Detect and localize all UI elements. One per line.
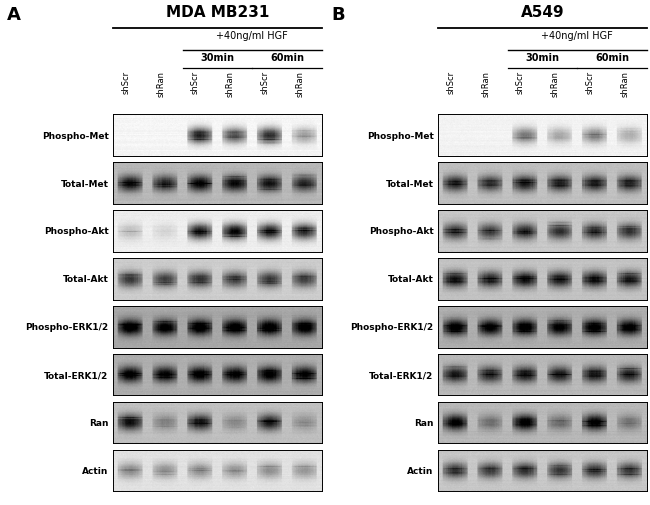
Text: shRan: shRan <box>551 71 560 96</box>
Text: shScr: shScr <box>586 71 595 94</box>
Text: +40ng/ml HGF: +40ng/ml HGF <box>541 31 613 41</box>
Text: Ran: Ran <box>414 418 434 427</box>
Text: Total-Akt: Total-Akt <box>62 275 109 284</box>
Text: Actin: Actin <box>407 466 434 475</box>
Text: Total-Akt: Total-Akt <box>387 275 434 284</box>
Text: 60min: 60min <box>595 53 629 63</box>
Text: shScr: shScr <box>516 71 525 94</box>
Text: shRan: shRan <box>481 71 490 96</box>
Text: Actin: Actin <box>82 466 109 475</box>
Text: A: A <box>6 6 20 24</box>
Text: Phospho-ERK1/2: Phospho-ERK1/2 <box>25 323 109 332</box>
Text: A549: A549 <box>521 5 564 20</box>
Text: shRan: shRan <box>156 71 165 96</box>
Text: Phospho-Met: Phospho-Met <box>367 131 434 140</box>
Text: shRan: shRan <box>295 71 304 96</box>
Text: Phospho-Met: Phospho-Met <box>42 131 109 140</box>
Text: MDA MB231: MDA MB231 <box>166 5 269 20</box>
Text: shRan: shRan <box>226 71 235 96</box>
Text: Total-Met: Total-Met <box>60 179 109 188</box>
Text: 30min: 30min <box>525 53 560 63</box>
Text: Total-Met: Total-Met <box>385 179 434 188</box>
Text: Ran: Ran <box>89 418 109 427</box>
Text: 60min: 60min <box>270 53 304 63</box>
Text: Total-ERK1/2: Total-ERK1/2 <box>44 370 109 379</box>
Text: Phospho-Akt: Phospho-Akt <box>44 227 109 236</box>
Text: shScr: shScr <box>122 71 131 94</box>
Text: shScr: shScr <box>261 71 270 94</box>
Text: shScr: shScr <box>447 71 456 94</box>
Text: B: B <box>332 6 345 24</box>
Text: Phospho-ERK1/2: Phospho-ERK1/2 <box>350 323 434 332</box>
Text: shRan: shRan <box>620 71 629 96</box>
Text: Total-ERK1/2: Total-ERK1/2 <box>369 370 434 379</box>
Text: +40ng/ml HGF: +40ng/ml HGF <box>216 31 288 41</box>
Text: shScr: shScr <box>191 71 200 94</box>
Text: Phospho-Akt: Phospho-Akt <box>369 227 434 236</box>
Text: 30min: 30min <box>200 53 235 63</box>
